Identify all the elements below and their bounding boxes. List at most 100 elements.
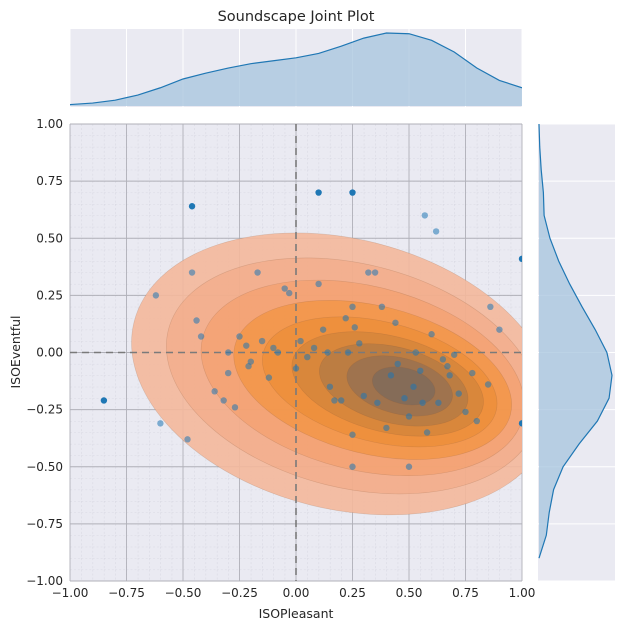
x-tick-label: 0.25 xyxy=(339,586,366,600)
scatter-point-24 xyxy=(270,344,277,352)
scatter-point-12 xyxy=(211,388,218,395)
x-tick-label: −0.75 xyxy=(108,586,145,600)
scatter-point-63 xyxy=(439,356,447,363)
scatter-point-9 xyxy=(184,436,191,443)
scatter-point-37 xyxy=(338,397,345,404)
scatter-point-44 xyxy=(365,269,372,276)
y-tick-label: −0.25 xyxy=(26,403,63,417)
x-tick-label: −1.00 xyxy=(52,586,89,600)
scatter-point-54 xyxy=(410,383,417,390)
scatter-point-50 xyxy=(392,319,399,326)
x-tick-label: 1.00 xyxy=(509,586,536,600)
scatter-point-0 xyxy=(100,397,108,404)
scatter-point-33 xyxy=(319,326,327,333)
scatter-point-64 xyxy=(444,363,451,370)
scatter-point-17 xyxy=(225,349,232,356)
x-density-area xyxy=(70,33,522,106)
scatter-point-27 xyxy=(286,289,293,297)
scatter-point-60 xyxy=(428,331,435,338)
scatter-point-55 xyxy=(412,349,419,356)
scatter-point-46 xyxy=(374,399,381,406)
scatter-point-71 xyxy=(484,381,492,388)
scatter-point-72 xyxy=(487,303,494,310)
scatter-point-8 xyxy=(188,269,196,276)
reference-lines xyxy=(70,124,522,581)
scatter-point-56 xyxy=(417,367,424,374)
scatter-point-4 xyxy=(518,255,522,263)
scatter-point-69 xyxy=(469,369,476,377)
scatter-point-10 xyxy=(193,317,200,324)
scatter-point-43 xyxy=(360,392,367,400)
top-marginal-panel xyxy=(70,29,522,107)
y-axis-ticks: −1.00 −0.75 −0.50 −0.25 0.00 0.25 0.50 0.75 1.00 xyxy=(26,117,63,588)
y-tick-label: 1.00 xyxy=(36,117,63,131)
scatter-point-6 xyxy=(152,292,160,299)
scatter-point-48 xyxy=(383,424,390,432)
scatter-point-7 xyxy=(157,420,164,427)
scatter-point-20 xyxy=(247,358,254,365)
scatter-point-18 xyxy=(243,342,250,349)
y-tick-label: −0.75 xyxy=(26,517,63,531)
scatter-point-38 xyxy=(342,315,349,322)
scatter-point-75 xyxy=(405,463,413,470)
scatter-point-32 xyxy=(315,280,322,288)
scatter-point-41 xyxy=(351,324,358,331)
scatter-point-5 xyxy=(518,420,522,427)
kde-contours xyxy=(131,232,522,516)
y-density-area xyxy=(539,124,612,559)
y-tick-label: 0.00 xyxy=(36,346,63,360)
scatter-point-39 xyxy=(344,349,352,356)
scatter-point-51 xyxy=(394,360,401,368)
x-density-line xyxy=(70,32,522,106)
scatter-point-67 xyxy=(455,390,462,397)
scatter-point-22 xyxy=(258,337,266,345)
scatter-point-31 xyxy=(310,344,318,352)
scatter-point-21 xyxy=(254,269,261,276)
scatter-point-30 xyxy=(304,353,311,361)
scatter-point-66 xyxy=(451,351,458,358)
y-tick-label: −1.00 xyxy=(26,574,63,588)
scatter-point-76 xyxy=(349,463,356,470)
scatter-point-73 xyxy=(496,326,503,333)
scatter-point-59 xyxy=(423,429,431,436)
x-tick-label: −0.50 xyxy=(165,586,202,600)
scatter-point-35 xyxy=(326,383,334,390)
scatter-point-65 xyxy=(446,372,453,379)
scatter-point-47 xyxy=(378,303,386,310)
x-tick-label: 0.00 xyxy=(283,586,310,600)
scatter-point-36 xyxy=(331,397,338,404)
y-tick-label: 0.25 xyxy=(36,288,63,302)
y-tick-label: 0.50 xyxy=(36,231,63,245)
x-axis-label: ISOPleasant xyxy=(259,606,334,621)
x-axis-ticks: −1.00 −0.75 −0.50 −0.25 0.00 0.25 0.50 0.75 1.00 xyxy=(52,586,536,600)
scatter-point-42 xyxy=(356,340,363,347)
y-tick-label: 0.75 xyxy=(36,174,63,188)
scatter-point-52 xyxy=(401,395,408,402)
scatter-point-14 xyxy=(225,369,232,377)
scatter-point-49 xyxy=(387,372,395,379)
scatter-point-11 xyxy=(197,333,205,340)
scatter-point-23 xyxy=(265,374,273,381)
y-axis-label: ISOEventful xyxy=(8,315,23,388)
y-density-line xyxy=(538,124,613,559)
y-tick-label: −0.50 xyxy=(26,460,63,474)
scatter-point-25 xyxy=(274,349,282,356)
scatter-point-40 xyxy=(349,303,356,310)
x-tick-label: −0.25 xyxy=(221,586,258,600)
scatter-point-13 xyxy=(220,397,227,404)
scatter-point-3 xyxy=(349,189,356,196)
scatter-point-53 xyxy=(405,413,413,420)
x-tick-label: 0.75 xyxy=(452,586,479,600)
scatter-point-16 xyxy=(236,333,243,340)
scatter-point-1 xyxy=(188,203,196,210)
scatter-points xyxy=(100,189,522,470)
scatter-point-58 xyxy=(421,212,429,219)
scatter-point-29 xyxy=(297,337,304,345)
scatter-point-28 xyxy=(292,365,300,372)
scatter-point-70 xyxy=(473,417,480,425)
scatter-point-45 xyxy=(371,269,379,276)
scatter-point-57 xyxy=(419,399,426,406)
scatter-point-68 xyxy=(462,408,469,416)
scatter-point-62 xyxy=(435,399,442,406)
